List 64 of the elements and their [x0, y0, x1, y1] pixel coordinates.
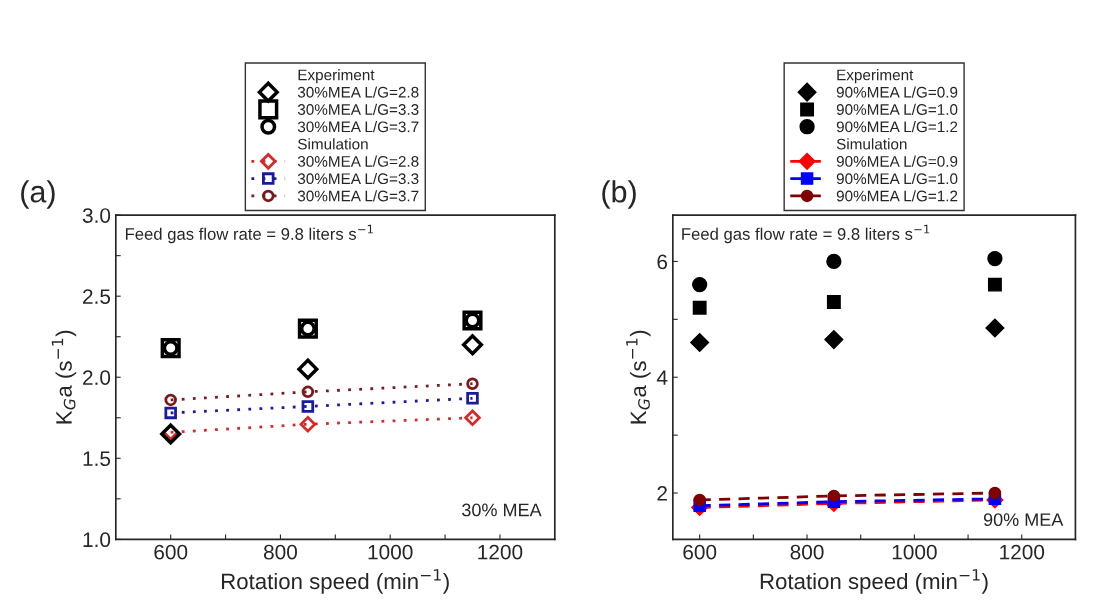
legend-label: 90%MEA L/G=1.0: [836, 103, 958, 115]
y-tick-label: 1.5: [83, 451, 111, 467]
point: [987, 277, 1002, 292]
legend-label: 30%MEA L/G=2.8: [297, 155, 419, 167]
chart-title: (b): [602, 180, 636, 209]
point: [464, 409, 481, 427]
y-tick-label: 4: [656, 370, 668, 385]
point: [461, 334, 484, 356]
y-tick-label: 3.0: [82, 208, 111, 223]
point: [827, 489, 841, 503]
x-tick-label: 1000: [368, 544, 413, 560]
point: [690, 332, 710, 353]
legend-label: 90%MEA L/G=0.9: [836, 155, 958, 167]
legend-label: 90%MEA L/G=0.9: [836, 86, 958, 98]
point: [693, 493, 706, 507]
legend-label: 90%MEA L/G=1.2: [836, 190, 958, 202]
y-axis-title: K$_{G}$a (s$^{−1}$): [51, 330, 77, 424]
point: [466, 392, 479, 405]
point: [985, 318, 1005, 338]
x-tick-label: 600: [154, 544, 188, 560]
point: [164, 406, 177, 420]
point: [297, 358, 319, 380]
annotation: Feed gas flow rate = 9.8 liters s$^{−1}$: [682, 224, 930, 244]
point: [826, 295, 841, 309]
y-tick-label: 1.0: [83, 532, 111, 548]
point: [826, 253, 842, 270]
x-tick-label: 1200: [478, 544, 523, 560]
point: [692, 276, 708, 293]
chart-title: (a): [21, 180, 55, 209]
point: [299, 415, 317, 433]
legend-label: 90%MEA L/G=1.0: [836, 172, 958, 185]
x-axis-title: Rotation speed (min$^{−1}$): [760, 569, 988, 594]
point: [466, 377, 479, 390]
legend-label: 30%MEA L/G=3.3: [297, 172, 419, 185]
y-tick-label: 6: [657, 254, 668, 270]
x-tick-label: 1200: [1000, 544, 1045, 560]
y-tick-label: 2.0: [83, 370, 111, 385]
annotation: 30% MEA: [462, 503, 542, 517]
point: [301, 385, 315, 399]
point: [988, 486, 1002, 500]
text: Simulation: [297, 138, 368, 150]
y-tick-label: 2.5: [83, 289, 111, 304]
x-tick-label: 600: [683, 544, 717, 560]
point: [824, 330, 844, 350]
x-tick-label: 1000: [892, 544, 937, 560]
legend-label: 30%MEA L/G=2.8: [297, 86, 419, 98]
y-tick-label: 2: [657, 486, 667, 501]
point: [692, 300, 707, 315]
legend-label: 90%MEA L/G=1.2: [836, 121, 958, 133]
text: Experiment: [298, 69, 375, 84]
point: [164, 393, 177, 407]
x-tick-label: 800: [263, 544, 297, 560]
text: Simulation: [836, 138, 907, 150]
x-tick-label: 800: [790, 544, 824, 560]
point: [301, 400, 315, 413]
annotation: Feed gas flow rate = 9.8 liters s$^{−1}$: [125, 224, 373, 244]
legend-label: 30%MEA L/G=3.7: [297, 190, 419, 202]
legend-label: 30%MEA L/G=3.7: [297, 121, 419, 133]
annotation: 90% MEA: [983, 513, 1064, 527]
legend-label: 30%MEA L/G=3.3: [297, 103, 419, 115]
point: [987, 250, 1003, 267]
x-axis-title: Rotation speed (min$^{−1}$): [222, 569, 449, 594]
text: Experiment: [837, 69, 914, 84]
y-axis-title: K$_{G}$a (s$^{−1}$): [626, 330, 651, 424]
